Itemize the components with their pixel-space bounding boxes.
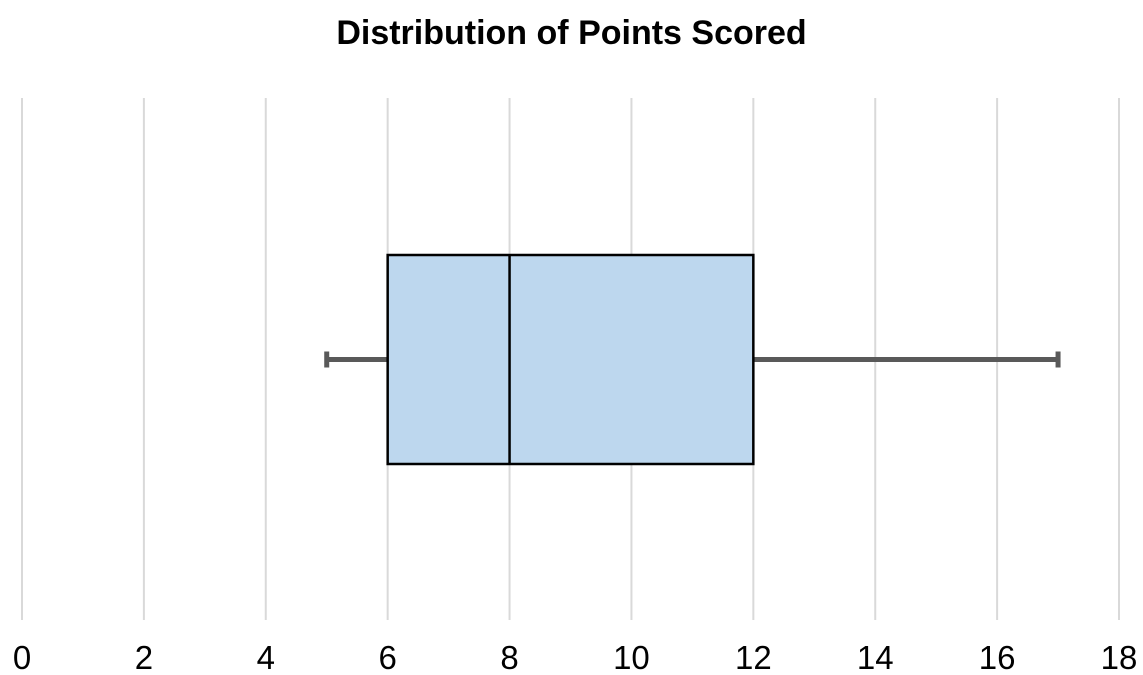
x-tick-label-0: 0	[13, 639, 31, 675]
x-tick-label-14: 14	[857, 639, 894, 675]
x-tick-label-10: 10	[613, 639, 650, 675]
x-tick-labels-group: 0 2 4 6 8 10 12 14 16 18	[13, 639, 1138, 675]
x-tick-label-6: 6	[378, 639, 396, 675]
x-tick-label-18: 18	[1101, 639, 1138, 675]
iqr-box	[386, 253, 755, 466]
chart-title: Distribution of Points Scored	[336, 14, 807, 52]
whiskers-group	[324, 351, 1061, 368]
x-tick-label-8: 8	[500, 639, 518, 675]
x-tick-label-2: 2	[135, 639, 153, 675]
x-tick-label-16: 16	[979, 639, 1016, 675]
x-tick-label-4: 4	[257, 639, 275, 675]
x-tick-label-12: 12	[735, 639, 772, 675]
